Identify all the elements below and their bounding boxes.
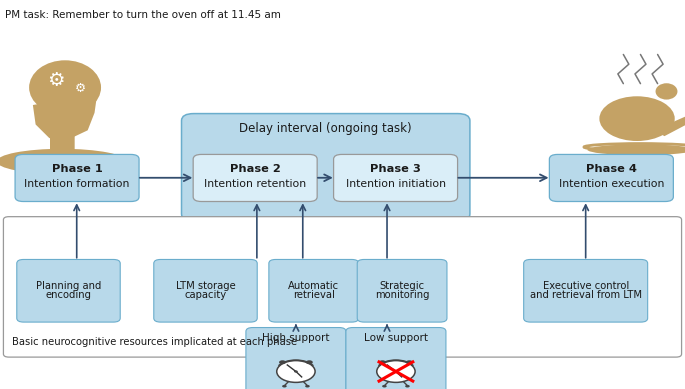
Text: Intention execution: Intention execution: [559, 179, 664, 189]
FancyBboxPatch shape: [523, 259, 648, 322]
Ellipse shape: [0, 149, 127, 174]
Circle shape: [406, 360, 413, 364]
FancyBboxPatch shape: [153, 259, 257, 322]
Circle shape: [305, 385, 310, 387]
FancyBboxPatch shape: [269, 259, 359, 322]
Text: ⚙: ⚙: [47, 72, 65, 90]
Text: and retrieval from LTM: and retrieval from LTM: [530, 290, 642, 300]
FancyBboxPatch shape: [15, 154, 139, 202]
Circle shape: [277, 361, 315, 382]
Text: High support: High support: [262, 333, 329, 343]
Text: Phase 2: Phase 2: [229, 164, 281, 174]
Ellipse shape: [29, 60, 101, 115]
FancyBboxPatch shape: [3, 217, 682, 357]
Circle shape: [377, 361, 415, 382]
Circle shape: [405, 385, 410, 387]
FancyBboxPatch shape: [50, 134, 75, 154]
Polygon shape: [33, 93, 97, 140]
Circle shape: [394, 370, 398, 373]
Circle shape: [379, 360, 386, 364]
FancyBboxPatch shape: [17, 259, 121, 322]
Text: PM task: Remember to turn the oven off at 11.45 am: PM task: Remember to turn the oven off a…: [5, 10, 282, 20]
Text: Basic neurocognitive resources implicated at each phase: Basic neurocognitive resources implicate…: [12, 337, 297, 347]
Text: Delay interval (ongoing task): Delay interval (ongoing task): [239, 122, 412, 135]
Text: Executive control: Executive control: [543, 282, 629, 291]
FancyBboxPatch shape: [346, 328, 446, 389]
Circle shape: [294, 370, 298, 373]
Polygon shape: [654, 117, 685, 136]
Text: Intention formation: Intention formation: [25, 179, 129, 189]
Circle shape: [306, 360, 313, 364]
FancyBboxPatch shape: [193, 154, 317, 202]
Text: encoding: encoding: [45, 290, 92, 300]
Circle shape: [382, 385, 387, 387]
Text: capacity: capacity: [184, 290, 227, 300]
Text: Planning and: Planning and: [36, 282, 101, 291]
Ellipse shape: [588, 144, 685, 155]
Ellipse shape: [656, 83, 677, 100]
Text: Intention initiation: Intention initiation: [346, 179, 445, 189]
FancyBboxPatch shape: [358, 259, 447, 322]
Text: Automatic: Automatic: [288, 282, 339, 291]
Text: Intention retention: Intention retention: [204, 179, 306, 189]
Text: Phase 4: Phase 4: [586, 164, 637, 174]
FancyBboxPatch shape: [182, 114, 470, 221]
Text: retrieval: retrieval: [292, 290, 335, 300]
Text: ⚙: ⚙: [75, 82, 86, 95]
Text: Low support: Low support: [364, 333, 428, 343]
FancyBboxPatch shape: [549, 154, 673, 202]
Text: Phase 3: Phase 3: [370, 164, 421, 174]
Text: LTM storage: LTM storage: [175, 282, 236, 291]
FancyBboxPatch shape: [334, 154, 458, 202]
Text: monitoring: monitoring: [375, 290, 429, 300]
Text: Phase 1: Phase 1: [51, 164, 103, 174]
Text: Strategic: Strategic: [379, 282, 425, 291]
FancyBboxPatch shape: [246, 328, 346, 389]
Circle shape: [279, 360, 286, 364]
Circle shape: [282, 385, 287, 387]
Ellipse shape: [599, 96, 675, 141]
